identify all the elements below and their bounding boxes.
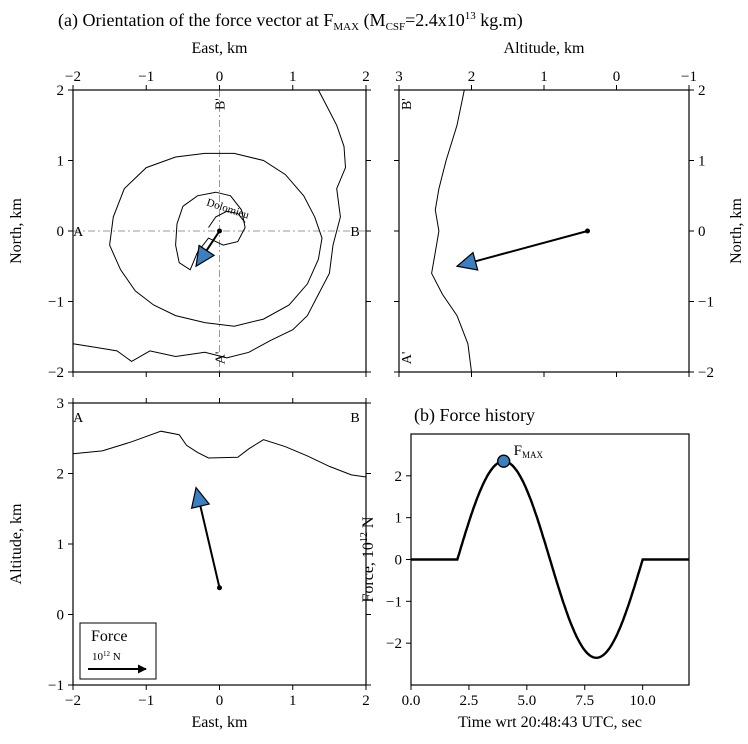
map-view-ytick-label: 2 — [57, 83, 65, 99]
topo-contour-3 — [72, 89, 347, 362]
section-b-ytick-label: 0 — [698, 224, 706, 240]
section-b-xtick-label: 0 — [613, 69, 621, 85]
map-view-xtick-label: 2 — [362, 69, 370, 85]
section-b-frame — [398, 89, 690, 373]
section-b-force-vector-origin — [585, 228, 590, 234]
section-a-xtick-label: 2 — [362, 693, 370, 709]
force-history-panel: 0.0 2.5 5.0 7.5 10.0 −2 −1 0 1 2 Time wrt 20:48:43… — [359, 433, 690, 731]
map-view-ylabel: North, km — [8, 198, 25, 264]
map-view-xtick-label: −1 — [138, 69, 154, 85]
section-a-ytick-label: 0 — [57, 608, 65, 624]
section-b-ytick-label: 1 — [698, 154, 706, 170]
section-b-ytick-label: −1 — [698, 295, 714, 311]
section-b-xtick-label: −1 — [681, 69, 697, 85]
force-history-ytick-label: −2 — [386, 636, 402, 652]
section-a-ytick-label: 1 — [57, 537, 65, 553]
map-view-ytick-label: 1 — [57, 154, 65, 170]
force-history-ylabel: Force, 1012 N — [359, 516, 377, 602]
force-history-xtick-label: 7.5 — [575, 693, 594, 709]
section-a-ytick-label: −1 — [48, 678, 64, 694]
force-history-series — [411, 459, 689, 660]
section-a-ylabel: Altitude, km — [8, 503, 25, 584]
map-view-label-B: B — [350, 225, 359, 240]
section-a-topo-profile — [72, 430, 367, 478]
section-b-xtick-label: 3 — [395, 69, 403, 85]
section-b-panel: 3 2 1 0 −1 −2 −1 0 1 2 Altitude, km North, km B' A' — [394, 40, 745, 381]
map-view-xtick-label: 1 — [289, 69, 297, 85]
section-a-xtick-label: −2 — [65, 693, 81, 709]
section-b-ylabel: North, km — [728, 198, 745, 264]
section-a-xtick-label: 0 — [216, 693, 224, 709]
section-b-xtick-label: 1 — [540, 69, 548, 85]
force-history-ytick-label: 0 — [395, 553, 403, 569]
section-a-xlabel: East, km — [192, 714, 249, 731]
map-view-ytick-label: −1 — [48, 295, 64, 311]
map-view-ytick-label: −2 — [48, 365, 64, 381]
force-history-ytick-label: 2 — [395, 469, 403, 485]
force-history-ytick-label: 1 — [395, 511, 403, 527]
section-b-xlabel: Altitude, km — [504, 40, 585, 57]
force-legend-scale-label: 1012 N — [92, 650, 121, 663]
force-history-xtick-label: 0.0 — [402, 693, 421, 709]
section-a-label-A: A — [73, 411, 84, 426]
map-view-xlabel: East, km — [192, 40, 249, 57]
map-view-label-Bp: B' — [214, 98, 229, 110]
section-b-label-Bp: B' — [400, 98, 415, 110]
map-view-label-A: A — [73, 225, 84, 240]
section-b-xtick-label: 2 — [468, 69, 476, 85]
section-b-ytick-label: 2 — [698, 83, 706, 99]
map-view-force-vector-shaft — [205, 230, 221, 251]
section-a-xtick-label: −1 — [138, 693, 154, 709]
topo-contour-2 — [109, 152, 323, 327]
force-history-xtick-label: 10.0 — [630, 693, 656, 709]
map-view-ytick-label: 0 — [57, 224, 65, 240]
section-a-force-vector-head — [190, 486, 211, 509]
section-a-force-vector-origin — [217, 585, 222, 591]
section-b-force-vector-shaft — [475, 230, 588, 263]
map-view-force-vector-head — [195, 244, 216, 268]
force-history-xlabel: Time wrt 20:48:43 UTC, sec — [458, 714, 642, 731]
map-view-force-vector-origin — [217, 228, 222, 234]
section-a-ytick-label: 3 — [57, 396, 65, 412]
force-legend-title: Force — [91, 628, 127, 645]
map-view-label-Ap: A' — [214, 352, 229, 365]
fmax-marker — [496, 454, 511, 468]
map-view-xtick-label: −2 — [65, 69, 81, 85]
force-history-xtick-label: 5.0 — [517, 693, 536, 709]
section-b-force-vector-head — [455, 251, 479, 271]
section-a-ytick-label: 2 — [57, 467, 65, 483]
topo-contour-1 — [208, 210, 246, 228]
crater-label-dolomieu: Dolomieu — [205, 197, 251, 222]
section-a-force-vector-shaft — [199, 505, 221, 588]
section-b-ytick-label: −2 — [698, 365, 714, 381]
section-b-label-Ap: A' — [400, 352, 415, 365]
section-a-label-B: B — [350, 411, 359, 426]
force-history-xtick-label: 2.5 — [460, 693, 479, 709]
section-a-xtick-label: 1 — [289, 693, 297, 709]
force-history-ytick-label: −1 — [386, 594, 402, 610]
force-legend: Force 1012 N — [79, 622, 157, 680]
figure-title-a: (a) Orientation of the force vector at F… — [58, 10, 523, 33]
topo-contour-0 — [175, 191, 246, 271]
section-b-topo-profile — [431, 89, 472, 373]
fmax-label: FMAX — [514, 443, 544, 460]
force-history-title: (b) Force history — [414, 405, 535, 426]
map-view-xtick-label: 0 — [216, 69, 224, 85]
